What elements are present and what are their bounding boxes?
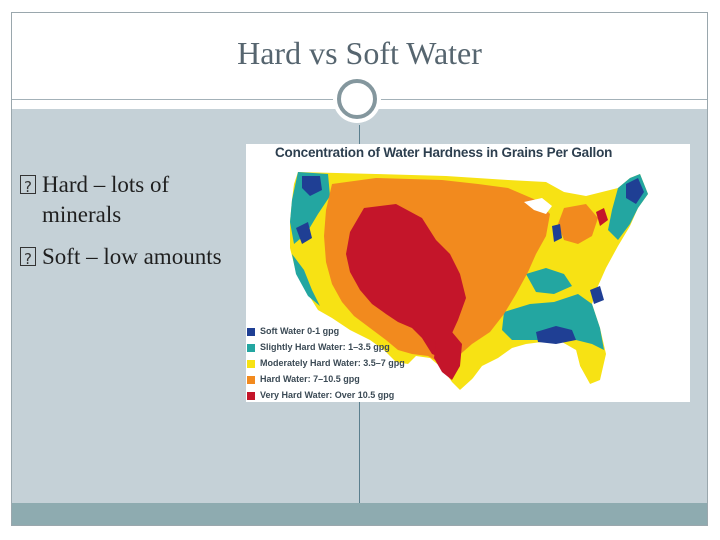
bullet-text: Hard – lots of minerals [42,172,170,227]
bullet-list: Hard – lots of minerals Soft – low amoun… [20,170,230,284]
map-region-soft-nw [302,176,322,196]
bullet-glyph-icon [20,172,36,202]
legend-label: Hard Water: 7–10.5 gpg [260,374,360,384]
legend-swatch [247,344,255,352]
map-region-soft-se [536,326,576,344]
water-hardness-map-image: Concentration of Water Hardness in Grain… [246,144,690,402]
map-region-soft-e [590,286,604,304]
map-region-hard-ne [558,204,598,244]
legend-swatch [247,376,255,384]
legend-label: Slightly Hard Water: 1–3.5 gpg [260,342,390,352]
map-region-very-hard-ne [596,208,608,226]
great-lakes [524,198,552,214]
gulf-of-mexico [436,344,604,402]
bullet-item-soft: Soft – low amounts [20,242,230,274]
footer-bar [12,503,707,525]
map-title: Concentration of Water Hardness in Grain… [275,145,613,160]
map-region-very-hard [346,204,466,358]
bullet-glyph-icon [20,244,36,274]
bullet-text: Soft – low amounts [42,244,222,269]
map-region-slightly-hard-west [292,254,320,306]
map-region-very-hard-tx [434,332,462,380]
slide-title: Hard vs Soft Water [237,35,482,71]
legend-swatch [247,392,255,400]
bullet-item-hard: Hard – lots of minerals [20,170,230,230]
legend-swatch [247,360,255,368]
map-region-soft-west [296,222,312,244]
divider-circle-ornament [337,79,377,119]
map-region-soft-gl [552,224,562,242]
us-map-graphic [290,172,648,402]
map-region-slightly-hard-mid [526,268,572,294]
legend-label: Very Hard Water: Over 10.5 gpg [260,390,395,400]
map-region-soft-ne [626,178,644,204]
legend-label: Soft Water 0-1 gpg [260,326,340,336]
legend-swatch [247,328,255,336]
legend-label: Moderately Hard Water: 3.5–7 gpg [260,358,405,368]
map-region-slightly-hard-se [502,294,604,350]
